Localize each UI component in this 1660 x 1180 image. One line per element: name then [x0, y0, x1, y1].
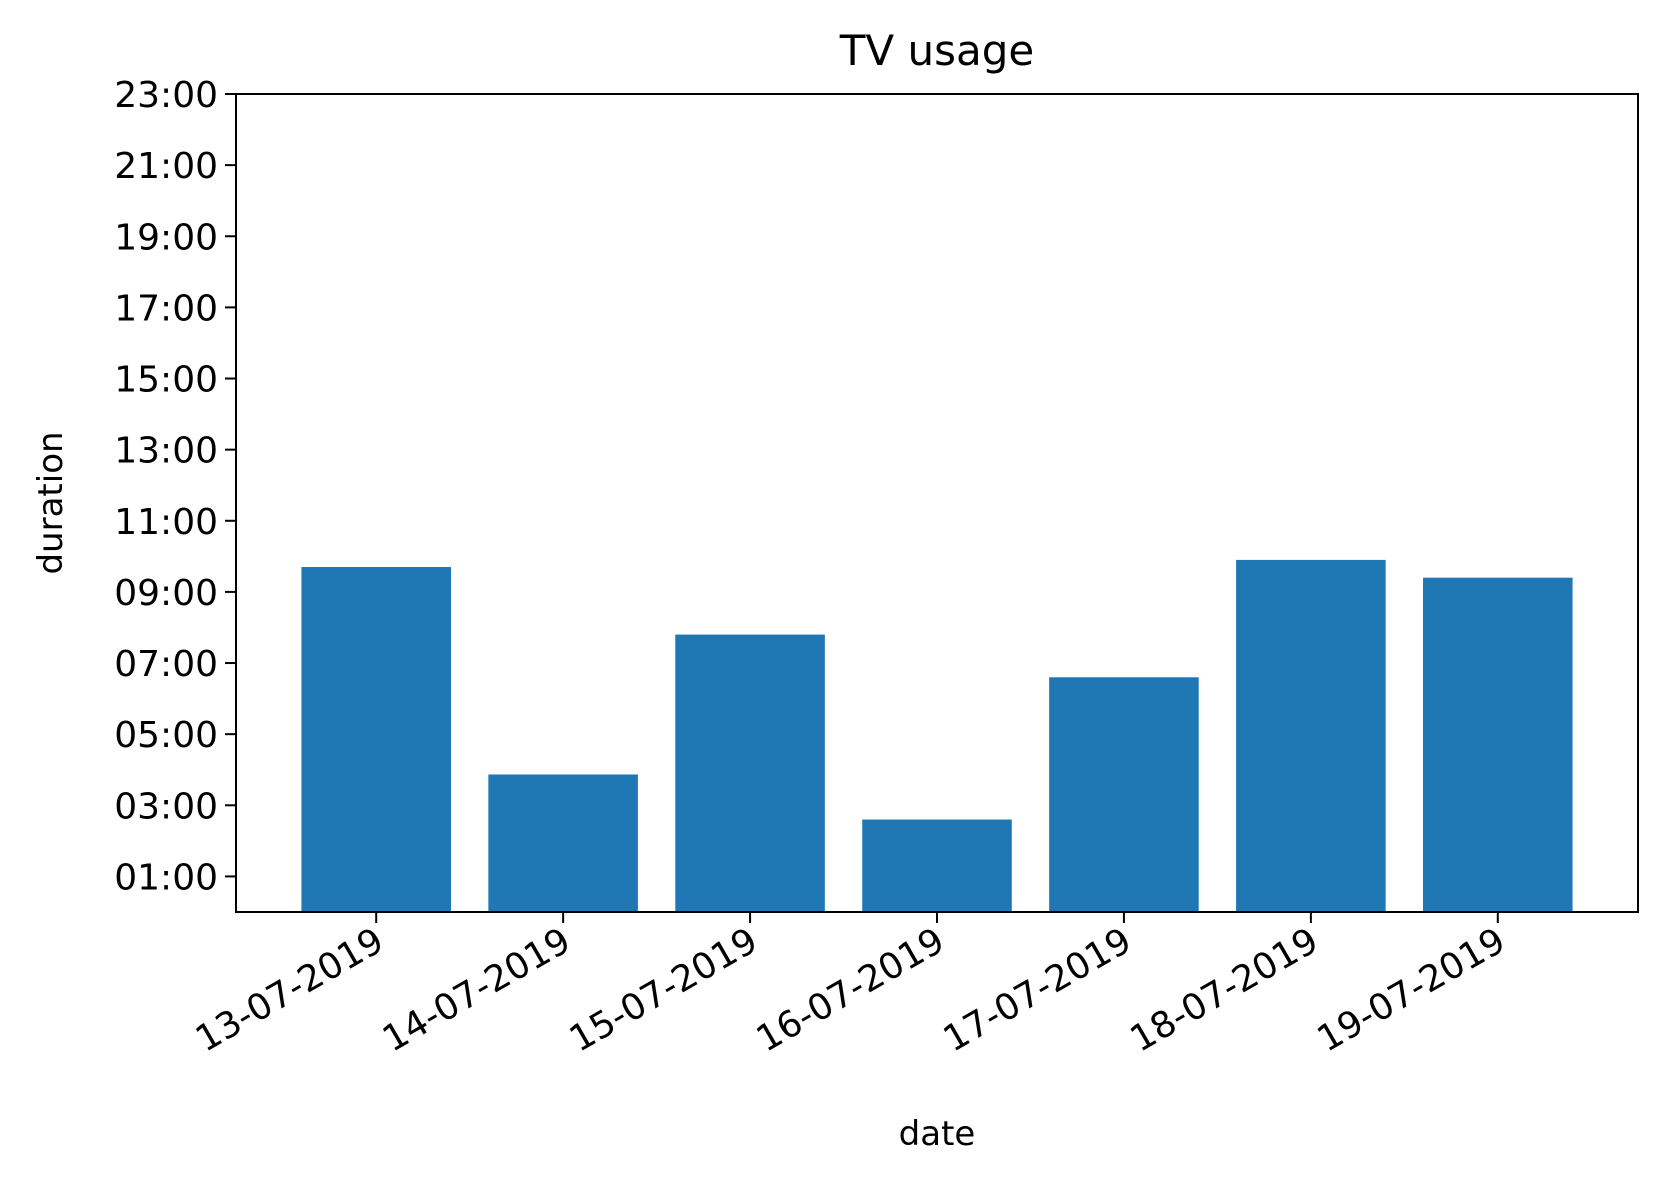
chart-title: TV usage — [839, 26, 1034, 75]
y-tick-label: 19:00 — [114, 217, 218, 258]
bar — [301, 567, 451, 912]
bar — [488, 774, 638, 912]
plot-frame — [235, 93, 1639, 913]
y-tick-label: 09:00 — [114, 573, 218, 614]
y-tick-label: 17:00 — [114, 288, 218, 329]
bar — [1049, 677, 1199, 912]
y-tick-label: 07:00 — [114, 644, 218, 685]
bar — [1423, 577, 1573, 912]
y-axis: 01:00 03:00 05:00 07:00 09:00 11:00 13:00 15:00… — [114, 75, 236, 898]
y-tick-label: 21:00 — [114, 146, 218, 187]
bar — [1236, 559, 1386, 912]
bar — [675, 634, 825, 912]
bar — [862, 819, 1012, 912]
y-tick-label: 15:00 — [114, 360, 218, 401]
y-tick-label: 01:00 — [114, 857, 218, 898]
y-axis-label: duration — [31, 431, 71, 574]
y-tick-label: 11:00 — [114, 502, 218, 543]
y-tick-label: 13:00 — [114, 431, 218, 472]
bars-layer — [301, 559, 1573, 912]
x-axis-label: date — [899, 1114, 976, 1154]
y-tick-label: 23:00 — [114, 75, 218, 116]
y-tick-label: 05:00 — [114, 715, 218, 756]
y-tick-label: 03:00 — [114, 786, 218, 827]
